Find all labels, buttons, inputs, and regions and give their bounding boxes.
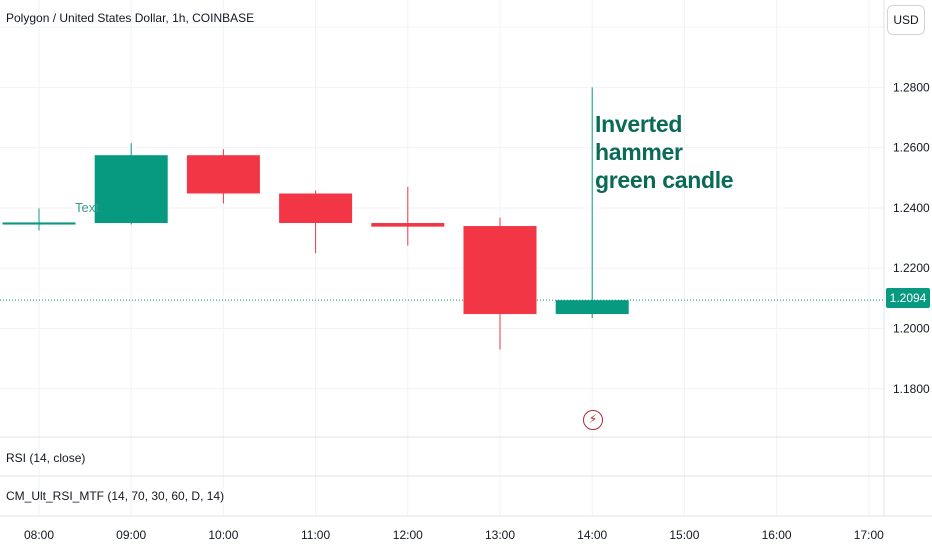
y-tick-label: 1.2400 [893,201,930,215]
x-tick-label: 13:00 [485,528,515,542]
candle-body[interactable] [94,155,168,224]
x-tick-label: 12:00 [393,528,423,542]
y-tick-label: 1.2800 [893,80,930,94]
cm-rsi-indicator-label[interactable]: CM_Ult_RSI_MTF (14, 70, 30, 60, D, 14) [6,489,225,503]
candle-body[interactable] [186,155,260,194]
x-tick-label: 10:00 [208,528,238,542]
x-tick-label: 15:00 [669,528,699,542]
text-annotation[interactable]: Text [75,200,99,215]
candle-body[interactable] [463,226,537,315]
candle-body[interactable] [371,223,445,227]
y-tick-label: 1.2600 [893,141,930,155]
chart-title: Polygon / United States Dollar, 1h, COIN… [6,11,255,25]
last-price-tag: 1.2094 [886,288,930,308]
rsi-indicator-label[interactable]: RSI (14, close) [6,451,86,465]
y-tick-label: 1.1800 [893,382,930,396]
y-tick-label: 1.2200 [893,261,930,275]
x-tick-label: 17:00 [854,528,884,542]
annotation-line-1: Inverted hammer [595,111,683,165]
annotation-line-2: green candle [595,167,734,193]
lightning-icon[interactable]: ⚡ [583,410,603,430]
x-tick-label: 14:00 [577,528,607,542]
currency-button[interactable]: USD [887,5,925,35]
inverted-hammer-annotation[interactable]: Inverted hammer green candle [595,110,775,194]
candle-body[interactable] [279,193,353,224]
x-tick-label: 08:00 [24,528,54,542]
y-tick-label: 1.2000 [893,322,930,336]
x-tick-label: 16:00 [762,528,792,542]
candle-body[interactable] [2,222,76,225]
candle-body[interactable] [555,300,629,315]
x-tick-label: 09:00 [116,528,146,542]
x-tick-label: 11:00 [301,528,330,542]
